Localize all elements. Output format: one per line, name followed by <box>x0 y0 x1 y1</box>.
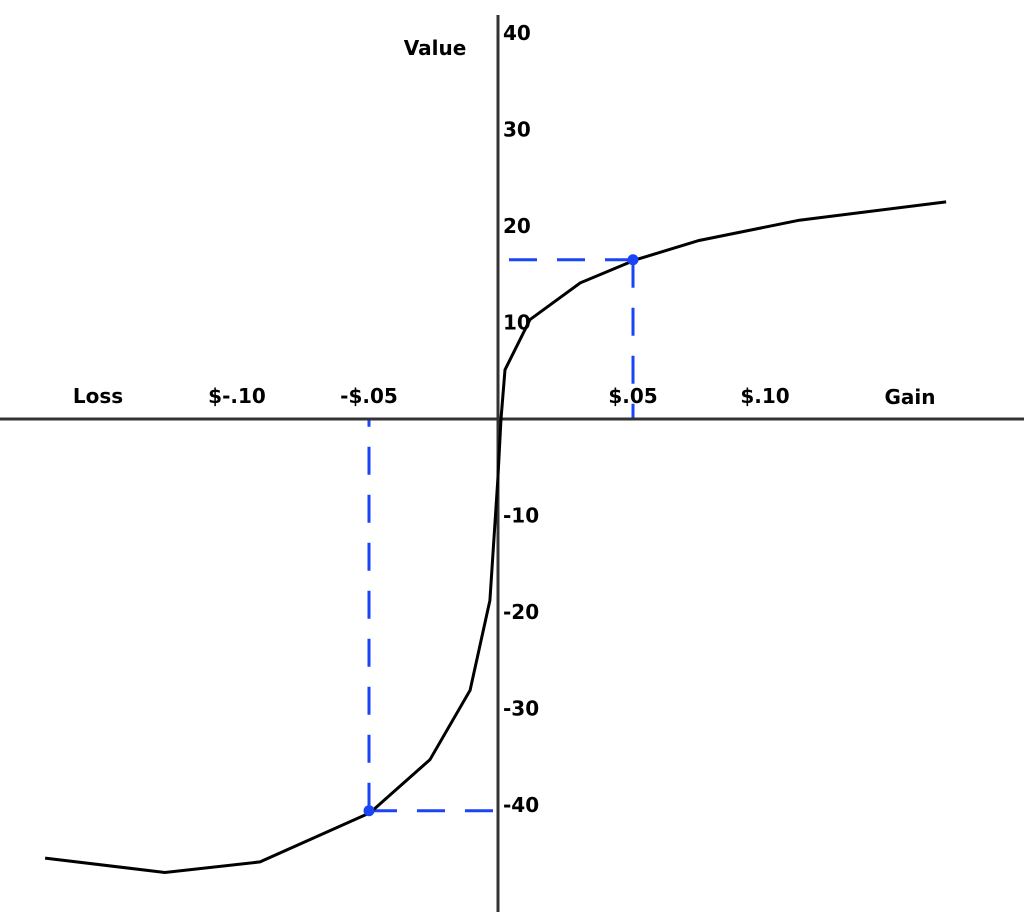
y-tick-label: -10 <box>503 504 539 528</box>
y-tick-label: 30 <box>503 118 531 142</box>
y-tick-label: 10 <box>503 311 531 335</box>
x-tick-label: $-.10 <box>208 384 266 408</box>
x-tick-labels: $-.10 -$.05 $.05 $.10 <box>208 384 790 408</box>
guide-lines <box>367 258 635 813</box>
highlight-point <box>627 254 639 266</box>
highlight-points <box>363 254 639 817</box>
y-tick-label: 40 <box>503 21 531 45</box>
x-tick-label: $.10 <box>740 384 789 408</box>
x-tick-label: -$.05 <box>340 384 398 408</box>
x-axis-label-gain: Gain <box>884 385 935 409</box>
x-axis-label-loss: Loss <box>73 384 123 408</box>
highlight-point <box>363 805 375 817</box>
value-curve <box>44 200 947 875</box>
y-tick-label: 20 <box>503 214 531 238</box>
y-tick-labels: 40 30 20 10 -10 -20 -30 -40 <box>503 21 539 817</box>
y-tick-label: -30 <box>503 697 539 721</box>
y-axis-label: Value <box>404 36 467 60</box>
y-tick-label: -20 <box>503 600 539 624</box>
y-tick-label: -40 <box>503 793 539 817</box>
x-tick-label: $.05 <box>608 384 657 408</box>
